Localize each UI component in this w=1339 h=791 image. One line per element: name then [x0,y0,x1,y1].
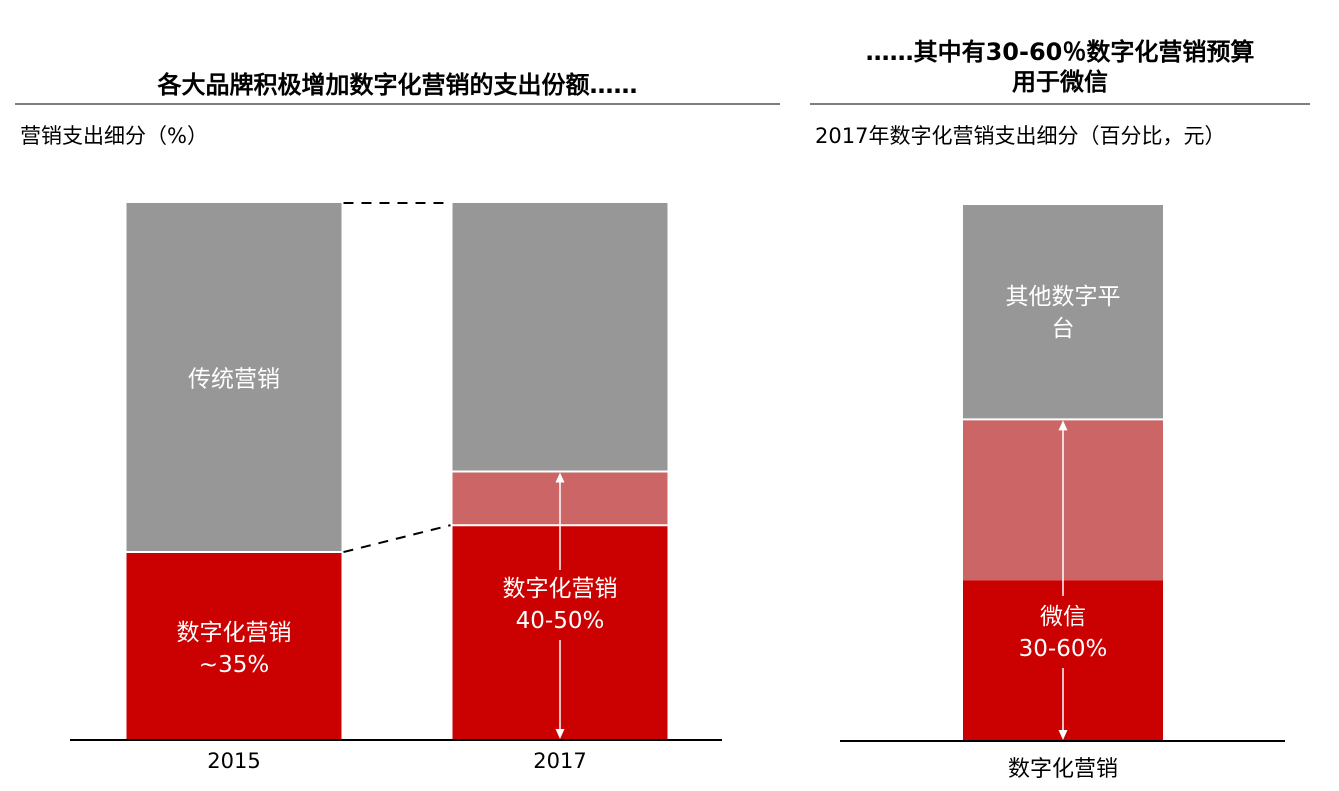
right-title-rule [810,103,1310,105]
bar-label-2015-line2: ~35% [199,652,269,678]
arrow-2017-head-top [555,472,565,483]
right-panel-title: ……其中有30-60％数字化营销预算 用于微信 [810,37,1310,97]
bar-2017-segment-2 [452,203,668,472]
x-tick-2015: 2015 [207,749,260,773]
right-bar-label-line1: 微信 [1040,604,1086,630]
right-gray-label-line2: 台 [1052,316,1075,342]
left-panel-title: 各大品牌积极增加数字化营销的支出份额…… [157,71,638,99]
right-panel-subtitle: 2017年数字化营销支出细分（百分比，元） [815,124,1226,148]
bar-2015-segment-2 [126,203,342,553]
left-panel-subtitle: 营销支出细分（%） [20,124,208,148]
bar-label-2017-line1: 数字化营销 [503,576,618,602]
right-x-tick: 数字化营销 [1008,757,1118,782]
bar-2015-segment-0 [126,552,342,740]
right-gray-label-line1: 其他数字平 [1006,284,1121,310]
connector-bottom [343,524,451,554]
right-bar-label-line2: 30-60% [1019,636,1108,662]
right-title-line1: ……其中有30-60％数字化营销预算 [865,38,1255,66]
bar-label-2015-line1: 数字化营销 [177,620,292,646]
x-tick-2017: 2017 [533,749,586,773]
arrow-2017-head-bottom [555,729,565,739]
left-title-rule [15,103,780,105]
right-arrow-head-top [1058,420,1068,431]
right-arrow-head-bottom [1058,730,1068,740]
gray-label-2015: 传统营销 [188,367,280,393]
right-bar-segment-2 [963,205,1163,420]
right-title-line2: 用于微信 [1012,68,1108,96]
bar-label-2017-line2: 40-50% [516,608,605,634]
